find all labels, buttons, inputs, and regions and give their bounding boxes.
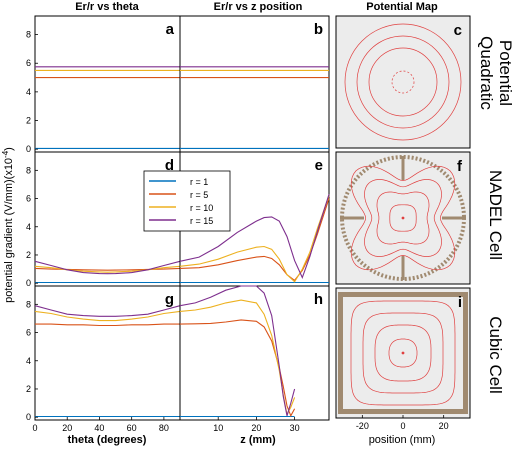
- x-tick-label: 0: [32, 423, 37, 433]
- series-line-r15: [179, 194, 330, 279]
- row-label-nadel: NADEL Cell: [486, 170, 505, 260]
- row-label-quadratic-1: Quadratic: [477, 36, 496, 110]
- contour-circle: [356, 35, 450, 129]
- electrode-plate-top: [338, 292, 468, 297]
- y-tick-label: 4: [26, 222, 31, 232]
- x-tick-label: 20: [251, 423, 261, 433]
- y-tick-label: 0: [26, 412, 31, 422]
- electrode-plate-right: [463, 292, 468, 414]
- series-line-r5: [35, 323, 180, 327]
- panel-b: b: [179, 15, 330, 153]
- panel-letter: f: [457, 158, 463, 175]
- panel-letter: c: [454, 22, 462, 39]
- panel-frame: [34, 15, 181, 153]
- y-tick-label: 6: [26, 194, 31, 204]
- y-tick-label: 2: [26, 250, 31, 260]
- series-line-r5: [179, 319, 296, 418]
- contour-nadel: [350, 165, 456, 271]
- x-tick-label: 80: [159, 423, 169, 433]
- x-tick-label: 30: [290, 423, 300, 433]
- panel-letter: i: [458, 294, 462, 311]
- panel-a: a: [34, 15, 181, 153]
- y-axis-label: potential gradient (V/mm)(x10-4): [1, 147, 15, 303]
- panel-letter: g: [165, 291, 174, 308]
- contour-circle: [344, 23, 462, 141]
- y-tick-label: 6: [26, 328, 31, 338]
- electrode-plate-left: [338, 292, 343, 414]
- y-axis-label-tail: ): [3, 147, 15, 151]
- y-tick-label: 8: [26, 30, 31, 40]
- row-label-cubic: Cubic Cell: [486, 316, 505, 393]
- y-tick-label: 8: [26, 299, 31, 309]
- y-tick-label: 2: [26, 384, 31, 394]
- center-dot: [401, 351, 405, 355]
- legend: r = 1 r = 5 r = 10 r = 15: [143, 170, 231, 232]
- contour-cubic: [374, 324, 432, 382]
- contour-cubic: [388, 338, 418, 368]
- panel-letter: h: [314, 291, 323, 308]
- series-line-r5: [179, 198, 330, 282]
- center-dot: [401, 216, 405, 220]
- y-tick-label: 6: [26, 58, 31, 68]
- contour-cubic: [350, 300, 456, 406]
- y-tick-label: 0: [26, 278, 31, 288]
- contour-cubic: [362, 312, 444, 394]
- contour-nadel: [364, 179, 442, 257]
- panel-frame: [34, 285, 181, 421]
- series-line-r10: [179, 195, 330, 283]
- contour-nadel: [376, 191, 430, 245]
- series-line-r10: [34, 265, 181, 273]
- col-title-theta: Er/r vs theta: [75, 1, 139, 13]
- panel-h: h: [179, 285, 330, 421]
- contour-circle: [368, 47, 438, 117]
- map-frame: [335, 15, 471, 149]
- panel-letter: e: [315, 157, 323, 174]
- contour-nadel: [389, 204, 417, 232]
- map-panel-i: i: [335, 287, 471, 419]
- legend-label-r15: r = 15: [190, 216, 213, 226]
- y-axis-label-main: potential gradient (V/mm)(x10: [3, 158, 15, 303]
- y-tick-label: 4: [26, 356, 31, 366]
- legend-box: [143, 170, 231, 232]
- col-title-z: Er/r vs z position: [214, 1, 303, 13]
- map-panel-c: c: [335, 15, 471, 149]
- series-line-r15: [179, 285, 296, 416]
- map-panel-f: f: [335, 151, 471, 285]
- panel-frame: [179, 15, 330, 153]
- legend-label-r5: r = 5: [190, 190, 208, 200]
- series-line-r10: [34, 310, 181, 322]
- x-tick-label: 20: [62, 423, 72, 433]
- panel-letter: d: [165, 157, 174, 174]
- map-x-tick-label: -20: [356, 421, 369, 431]
- x-tick-label: 10: [213, 423, 223, 433]
- y-tick-label: 8: [26, 165, 31, 175]
- panel-letter: b: [314, 21, 323, 38]
- x-axis-label-z: z (mm): [240, 434, 276, 446]
- x-axis-label-map: position (mm): [369, 434, 436, 446]
- y-axis-label-exp: -4: [1, 150, 10, 158]
- series-line-r15: [34, 305, 181, 317]
- x-tick-label: 60: [127, 423, 137, 433]
- map-x-tick-label: 20: [439, 421, 449, 431]
- series-line-r15: [34, 260, 181, 275]
- col-title-map: Potential Map: [366, 1, 438, 13]
- legend-label-r10: r = 10: [190, 203, 213, 213]
- panel-frame: [179, 285, 330, 421]
- potential-maps: c f i -20 0 20: [335, 15, 471, 431]
- y-tick-label: 2: [26, 116, 31, 126]
- x-tick-label: 40: [94, 423, 104, 433]
- legend-label-r1: r = 1: [190, 177, 208, 187]
- contour-circle-inner: [391, 70, 415, 94]
- map-x-tick-label: 0: [400, 421, 405, 431]
- y-tick-label: 4: [26, 87, 31, 97]
- y-tick-label: 0: [26, 144, 31, 154]
- panel-letter: a: [166, 21, 175, 38]
- x-axis-label-theta: theta (degrees): [68, 434, 147, 446]
- panel-g: g: [34, 285, 181, 421]
- electrode-plate-bottom: [338, 409, 468, 414]
- row-label-quadratic-2: Potential: [496, 40, 515, 106]
